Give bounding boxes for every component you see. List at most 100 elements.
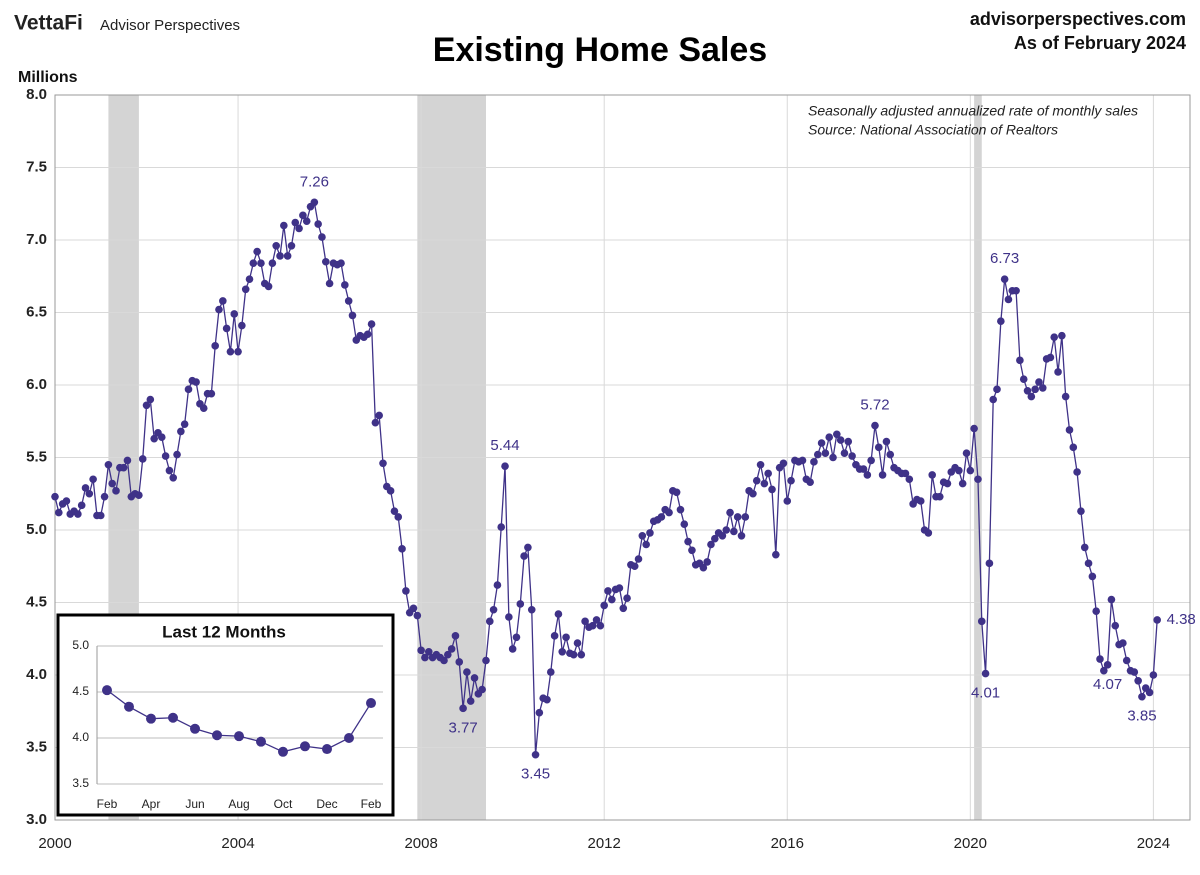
data-point (398, 545, 406, 553)
data-point (596, 621, 605, 630)
data-point (974, 475, 982, 484)
data-point (993, 385, 1001, 394)
data-point (190, 723, 200, 734)
data-point (569, 650, 578, 659)
data-point (184, 385, 193, 394)
x-tick-label: 2004 (221, 835, 254, 852)
data-point (1130, 668, 1139, 676)
data-point (699, 563, 708, 572)
data-point (1031, 385, 1039, 394)
y-tick-label: 3.5 (72, 776, 89, 790)
data-point (1103, 661, 1112, 669)
data-point (256, 736, 266, 747)
data-point (768, 485, 776, 494)
data-point (177, 427, 185, 436)
data-point (516, 600, 525, 608)
data-point (1019, 375, 1028, 384)
as-of: As of February 2024 (1014, 33, 1186, 53)
data-point (646, 529, 654, 537)
data-point (421, 653, 429, 662)
data-point (878, 471, 887, 479)
data-point (135, 491, 143, 500)
data-point (283, 252, 292, 260)
data-point (180, 420, 189, 428)
data-point (268, 259, 277, 268)
data-point (783, 497, 792, 505)
data-point (623, 594, 631, 602)
data-point (825, 433, 834, 442)
data-point (1084, 559, 1093, 568)
data-point (276, 252, 284, 260)
data-point (672, 488, 681, 497)
data-point (394, 513, 403, 521)
data-point (981, 669, 990, 678)
data-point (142, 401, 151, 410)
x-tick-label: Aug (228, 797, 249, 811)
data-point (1016, 356, 1024, 365)
data-point (1122, 656, 1131, 665)
data-label: 7.26 (300, 173, 329, 190)
data-point (772, 550, 780, 559)
x-tick-label: Jun (185, 797, 204, 811)
data-point (278, 746, 288, 757)
note: Source: National Association of Realtors (808, 122, 1058, 138)
data-label: 4.01 (971, 685, 1000, 702)
data-point (85, 489, 94, 498)
data-point (375, 411, 383, 420)
data-point (588, 621, 597, 630)
data-point (531, 750, 540, 759)
x-tick-label: Dec (316, 797, 337, 811)
data-point (733, 513, 742, 521)
y-tick-label: 5.0 (26, 521, 47, 538)
x-tick-label: Apr (142, 797, 161, 811)
data-point (985, 559, 994, 568)
data-point (505, 613, 513, 621)
data-point (272, 242, 280, 250)
data-point (321, 257, 330, 266)
data-point (756, 460, 765, 469)
data-label: 6.73 (990, 250, 1019, 267)
data-point (966, 466, 975, 475)
x-tick-label: 2000 (38, 835, 71, 852)
data-point (470, 674, 479, 682)
data-point (1134, 677, 1142, 685)
y-axis-label: Millions (18, 69, 78, 86)
data-point (226, 347, 235, 356)
data-point (726, 508, 734, 517)
data-point (77, 501, 86, 510)
data-point (1107, 595, 1116, 604)
data-point (688, 546, 696, 555)
data-point (123, 456, 132, 465)
data-label: 5.72 (860, 397, 889, 414)
data-point (741, 513, 750, 521)
data-point (573, 639, 582, 647)
data-point (230, 310, 239, 318)
data-point (463, 668, 471, 676)
data-point (546, 668, 555, 676)
data-point (112, 487, 120, 495)
data-point (497, 523, 506, 531)
data-point (760, 479, 769, 488)
brand-name: Advisor Perspectives (100, 17, 240, 34)
data-point (882, 437, 891, 446)
data-point (524, 543, 532, 552)
data-point (81, 484, 90, 492)
data-point (1000, 275, 1009, 283)
data-point (508, 645, 517, 653)
data-point (119, 463, 128, 472)
data-point (737, 532, 746, 540)
data-point (512, 633, 521, 642)
data-point (1004, 295, 1013, 304)
data-point (608, 595, 616, 604)
data-point (295, 224, 303, 233)
data-point (459, 704, 467, 713)
data-point (1038, 384, 1047, 392)
data-point (676, 505, 685, 514)
data-point (482, 656, 490, 665)
data-point (749, 489, 757, 498)
main-plot: 3.0 3.5 4.0 4.5 5.0 5.5 6.0 6.5 7.0 7.5 8.0 2000 200… (26, 86, 1196, 852)
x-tick-label: 2008 (404, 835, 437, 852)
data-point (314, 220, 322, 228)
data-point (1050, 333, 1059, 341)
data-point (62, 497, 71, 505)
